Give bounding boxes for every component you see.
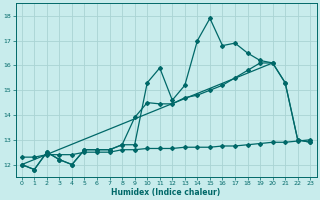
X-axis label: Humidex (Indice chaleur): Humidex (Indice chaleur) [111, 188, 221, 197]
